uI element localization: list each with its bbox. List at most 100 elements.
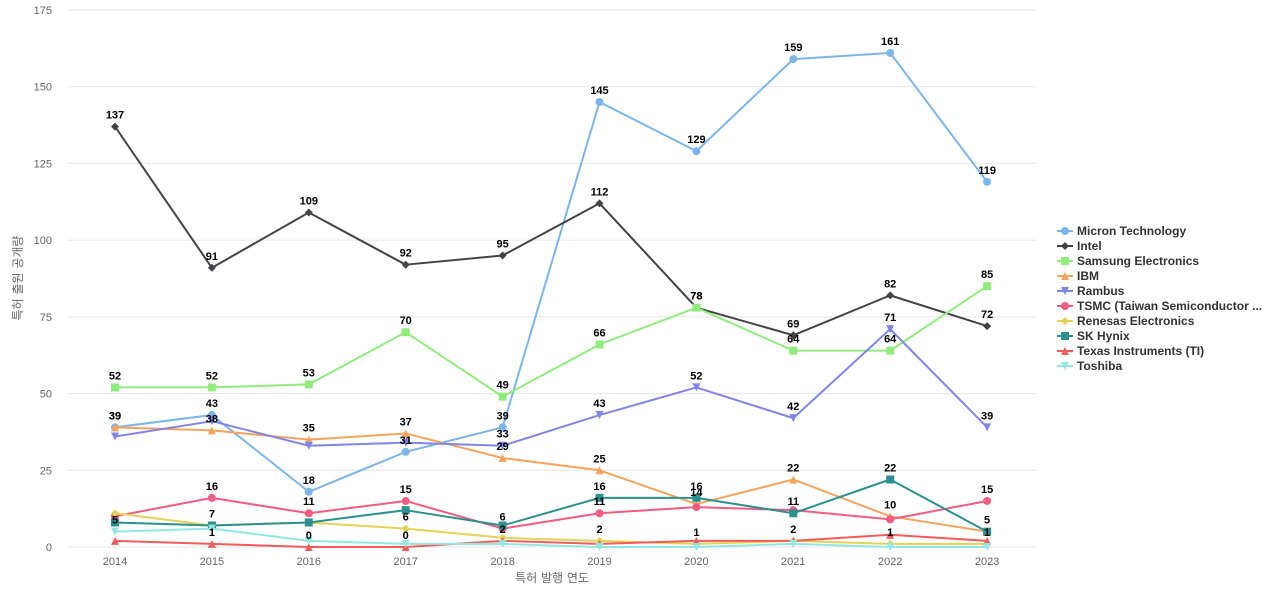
x-tick-label: 2020 <box>684 556 708 568</box>
data-point <box>886 530 895 539</box>
data-point <box>886 543 895 551</box>
data-point <box>595 509 604 518</box>
data-label: 42 <box>787 401 799 413</box>
data-point <box>304 509 313 518</box>
data-point <box>498 251 507 260</box>
data-label: 82 <box>884 278 896 290</box>
series-line <box>115 285 988 398</box>
data-point <box>111 509 119 518</box>
data-label: 49 <box>496 380 508 392</box>
series-line <box>114 533 988 548</box>
data-point <box>304 536 313 545</box>
data-point <box>789 55 798 64</box>
series-texas-instruments-ti <box>111 530 992 551</box>
data-point <box>789 539 798 548</box>
legend-marker-icon <box>1061 272 1069 280</box>
data-label: 22 <box>787 462 799 474</box>
data-label: 66 <box>593 327 605 339</box>
data-label: 10 <box>884 499 896 511</box>
data-point <box>692 493 701 502</box>
legend-item[interactable]: Texas Instruments (TI) <box>1057 344 1204 358</box>
data-point <box>401 539 410 548</box>
data-point <box>789 331 798 340</box>
data-label: 6 <box>403 512 409 524</box>
data-labels: 3943183139145129159161119137911099295112… <box>106 36 996 542</box>
data-point <box>304 518 313 527</box>
data-point <box>207 263 216 272</box>
data-label: 16 <box>206 481 218 493</box>
data-point <box>983 423 992 432</box>
data-label: 52 <box>206 370 218 382</box>
gridlines <box>68 9 1036 548</box>
legend-item[interactable]: Renesas Electronics <box>1057 314 1195 328</box>
data-label: 53 <box>303 367 315 379</box>
data-label: 2 <box>500 524 506 536</box>
data-label: 37 <box>400 416 412 428</box>
data-label: 64 <box>884 334 897 346</box>
data-label: 11 <box>594 496 606 508</box>
legend-item[interactable]: SK Hynix <box>1057 329 1130 343</box>
series-micron-technology <box>111 48 992 496</box>
legend-item[interactable]: Samsung Electronics <box>1057 254 1199 268</box>
data-label: 6 <box>500 512 506 524</box>
data-point <box>304 441 313 450</box>
data-label: 11 <box>787 496 799 508</box>
data-label: 69 <box>787 318 799 330</box>
data-label: 91 <box>206 251 218 263</box>
data-point <box>111 527 119 536</box>
data-point <box>111 122 119 131</box>
data-point <box>595 98 604 107</box>
data-label: 33 <box>496 429 508 441</box>
x-tick-label: 2015 <box>200 556 224 568</box>
data-point <box>207 426 216 435</box>
legend-label: TSMC (Taiwan Semiconductor ... <box>1077 299 1262 313</box>
data-point <box>595 199 604 208</box>
data-point <box>886 291 895 300</box>
data-point <box>207 524 216 533</box>
data-point <box>595 340 604 349</box>
data-point <box>401 438 410 447</box>
data-point <box>983 543 992 551</box>
legend-item[interactable]: TSMC (Taiwan Semiconductor ... <box>1057 299 1262 313</box>
data-point <box>111 536 119 545</box>
legend-item[interactable]: Micron Technology <box>1057 224 1186 238</box>
data-point <box>111 432 119 441</box>
legend-label: Samsung Electronics <box>1077 254 1199 268</box>
data-label: 39 <box>109 410 121 422</box>
legend-marker-icon <box>1061 362 1069 370</box>
legend-label: SK Hynix <box>1077 329 1130 343</box>
data-label: 1 <box>693 527 699 539</box>
series-line <box>114 478 988 533</box>
data-point <box>304 208 313 217</box>
legend-item[interactable]: Rambus <box>1057 284 1125 298</box>
series-line <box>114 527 988 548</box>
data-point <box>595 493 604 502</box>
legend-marker-icon <box>1061 302 1069 310</box>
x-tick-label: 2016 <box>297 556 321 568</box>
legend-marker-icon <box>1061 317 1069 325</box>
data-point <box>983 177 992 186</box>
data-label: 159 <box>784 42 802 54</box>
data-point <box>692 536 701 545</box>
data-point <box>207 411 216 420</box>
series-lines <box>111 48 992 551</box>
series-rambus <box>111 325 992 450</box>
data-label: 52 <box>690 370 702 382</box>
data-point <box>789 346 798 355</box>
legend-item[interactable]: IBM <box>1057 269 1099 283</box>
data-point <box>595 543 604 551</box>
data-label: 92 <box>400 248 412 260</box>
data-point <box>304 543 313 551</box>
data-point <box>886 515 895 524</box>
data-point <box>498 423 507 432</box>
y-tick-label: 150 <box>34 82 52 94</box>
legend-item[interactable]: Toshiba <box>1057 359 1122 373</box>
data-label: 16 <box>593 481 605 493</box>
legend-item[interactable]: Intel <box>1057 239 1102 253</box>
data-point <box>498 539 507 548</box>
data-point <box>692 503 701 512</box>
legend-marker-icon <box>1061 242 1069 250</box>
data-point <box>886 48 895 57</box>
series-line <box>114 496 988 530</box>
y-tick-label: 0 <box>46 542 52 554</box>
